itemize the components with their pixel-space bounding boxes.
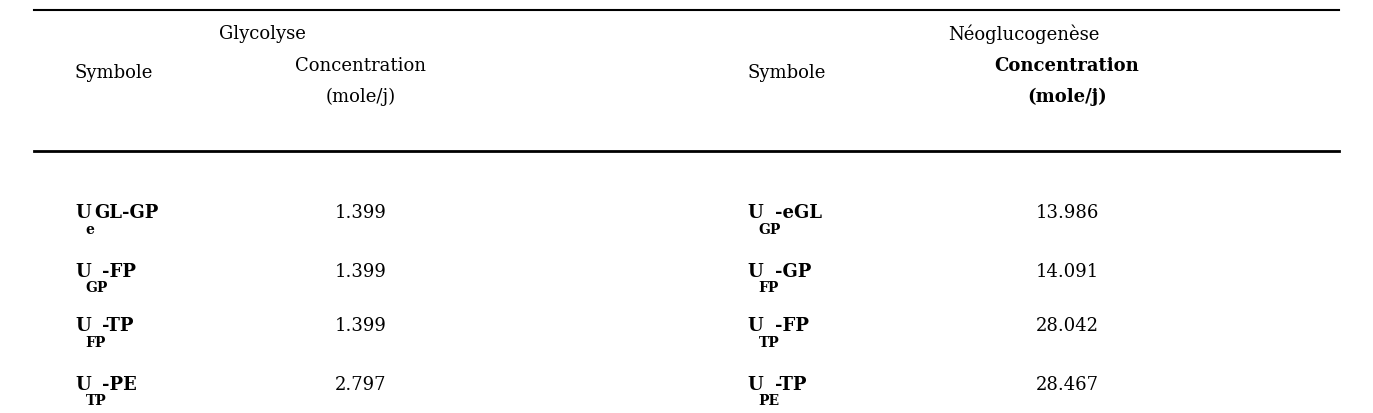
Text: 13.986: 13.986 — [1035, 204, 1098, 221]
Text: FP: FP — [758, 280, 778, 294]
Text: TP: TP — [85, 394, 107, 408]
Text: Glycolyse: Glycolyse — [220, 25, 306, 43]
Text: 2.797: 2.797 — [335, 375, 386, 393]
Text: U: U — [748, 316, 763, 335]
Text: 1.399: 1.399 — [335, 262, 386, 280]
Text: U: U — [748, 204, 763, 221]
Text: U: U — [76, 262, 91, 280]
Text: 14.091: 14.091 — [1035, 262, 1098, 280]
Text: GP: GP — [758, 222, 781, 236]
Text: 28.042: 28.042 — [1035, 316, 1098, 335]
Text: TP: TP — [758, 335, 780, 349]
Text: 1.399: 1.399 — [335, 316, 386, 335]
Text: U: U — [748, 262, 763, 280]
Text: U: U — [76, 375, 91, 393]
Text: GL-GP: GL-GP — [93, 204, 158, 221]
Text: -TP: -TP — [774, 375, 806, 393]
Text: PE: PE — [758, 394, 780, 408]
Text: Concentration: Concentration — [994, 57, 1140, 74]
Text: -GP: -GP — [774, 262, 811, 280]
Text: U: U — [76, 316, 91, 335]
Text: (mole/j): (mole/j) — [325, 88, 395, 106]
Text: -PE: -PE — [102, 375, 137, 393]
Text: Néoglucogenèse: Néoglucogenèse — [947, 24, 1100, 44]
Text: 1.399: 1.399 — [335, 204, 386, 221]
Text: Symbole: Symbole — [748, 64, 827, 82]
Text: Concentration: Concentration — [295, 57, 426, 74]
Text: U: U — [76, 204, 91, 221]
Text: Symbole: Symbole — [76, 64, 154, 82]
Text: -TP: -TP — [102, 316, 133, 335]
Text: -eGL: -eGL — [774, 204, 822, 221]
Text: -FP: -FP — [774, 316, 809, 335]
Text: U: U — [748, 375, 763, 393]
Text: FP: FP — [85, 335, 106, 349]
Text: (mole/j): (mole/j) — [1027, 88, 1107, 106]
Text: -FP: -FP — [102, 262, 136, 280]
Text: GP: GP — [85, 280, 108, 294]
Text: e: e — [85, 222, 95, 236]
Text: 28.467: 28.467 — [1035, 375, 1098, 393]
